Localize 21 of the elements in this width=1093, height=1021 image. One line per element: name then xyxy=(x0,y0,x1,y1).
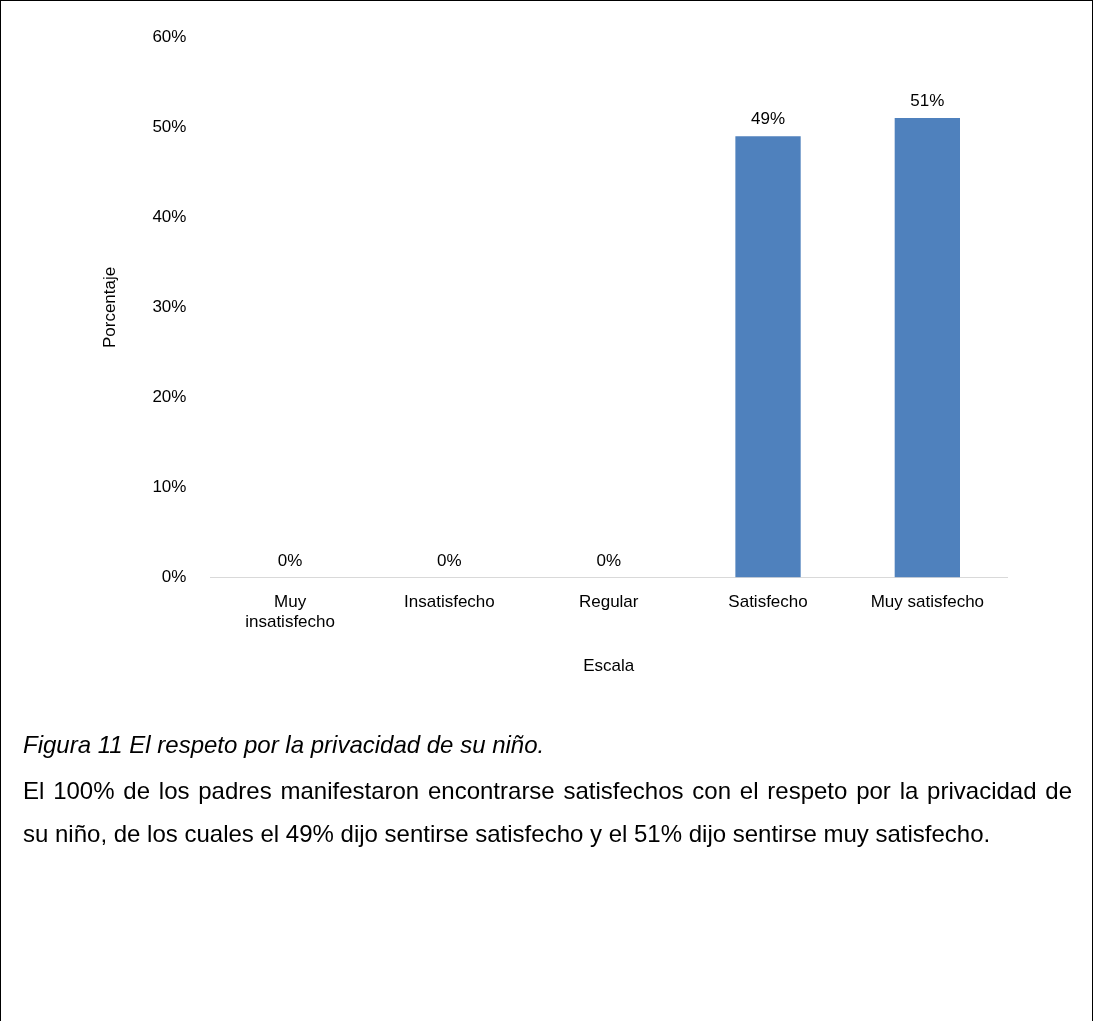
y-tick-label: 40% xyxy=(152,206,187,226)
x-tick-label: Muy insatisfecho xyxy=(245,591,335,632)
x-tick-label: Satisfecho xyxy=(728,591,808,611)
y-axis-title: Porcentaje xyxy=(99,266,119,349)
y-tick-label: 10% xyxy=(152,477,187,497)
data-label: 0% xyxy=(596,550,621,570)
data-label: 51% xyxy=(910,91,945,111)
y-tick-label: 30% xyxy=(152,297,187,317)
y-tick-label: 20% xyxy=(152,387,187,407)
x-axis-title: Escala xyxy=(583,656,635,676)
y-tick-label: 50% xyxy=(152,116,187,136)
data-label: 0% xyxy=(437,550,462,570)
text: El 100% de los padres manifestaron encontrarse satisfechos con el respeto por la privacidad de su niño, de los cuales el 49% dijo sentirse satisfecho y el 51% dijo sentirse muy satisfecho. xyxy=(23,776,1072,849)
x-tick-label: Insatisfecho xyxy=(404,591,495,611)
x-tick-label: Muy satisfecho xyxy=(870,591,985,611)
y-tick-label: 0% xyxy=(161,567,187,587)
y-tick-label: 60% xyxy=(152,26,187,46)
data-label: 49% xyxy=(751,109,786,129)
text: Figura 11 El respeto por la privacidad de su niño. xyxy=(23,730,546,760)
data-label: 0% xyxy=(277,550,303,570)
x-tick-label: Regular xyxy=(578,591,639,611)
